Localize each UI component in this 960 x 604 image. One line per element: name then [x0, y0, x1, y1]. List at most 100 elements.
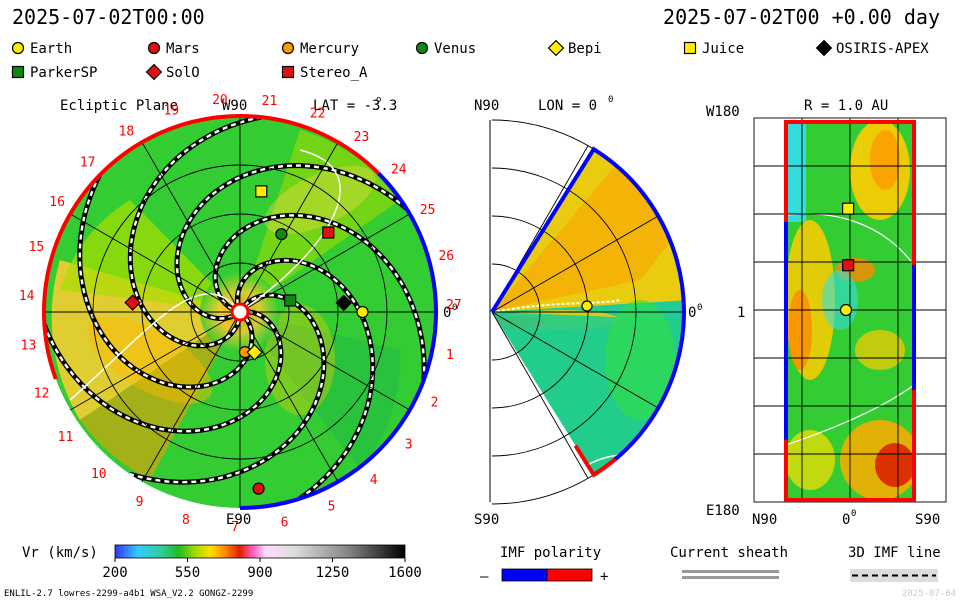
- ecliptic-lat-degree: o: [376, 95, 381, 105]
- cr-label: 20: [212, 93, 228, 108]
- timestamp: 2025-07-02T00:00: [12, 5, 205, 29]
- cr-label: 3: [405, 438, 413, 453]
- sphere-x-mid: 0: [842, 512, 850, 528]
- cr-label: 13: [21, 338, 37, 353]
- cr-label: 5: [328, 499, 336, 514]
- legend-marker-stereo-a: [281, 65, 295, 79]
- imf-positive-swatch: [546, 568, 593, 582]
- cr-label: 6: [281, 515, 289, 530]
- legend-marker-juice: [683, 41, 697, 55]
- sphere-marker-juice: [842, 202, 855, 215]
- ecliptic-marker-mars: [252, 482, 265, 495]
- body-legend: Earth Mars Mercury Venus Bepi Juice OSIRIS-APE…: [11, 39, 929, 81]
- imf-polarity-minus: –: [480, 569, 489, 585]
- ecliptic-lat-label: LAT = -3.3: [313, 98, 397, 114]
- meridional-lon-label: LON = 0: [538, 98, 597, 114]
- imf-line-key: 3D IMF line: [848, 545, 941, 582]
- legend-marker-venus: [415, 41, 429, 55]
- cr-label: 10: [91, 467, 107, 482]
- ecliptic-title: Ecliptic Plane: [60, 98, 178, 114]
- model-time: 2025-07-02T00 +0.00 day: [663, 5, 940, 29]
- ecliptic-top-label: W90: [222, 98, 247, 114]
- colorbar-label: Vr (km/s): [22, 545, 98, 561]
- sphere-mid-left: 1: [737, 305, 745, 321]
- sphere-marker-earth: [839, 303, 853, 317]
- sphere-x-right: S90: [915, 512, 940, 528]
- sphere-x-mid-degree: 0: [851, 509, 856, 519]
- sphere-title: R = 1.0 AU: [804, 98, 888, 114]
- cr-label: 27: [446, 298, 462, 313]
- cr-label: 25: [420, 203, 436, 218]
- cr-label: 18: [119, 125, 135, 140]
- colorbar-tick: 1600: [388, 565, 422, 581]
- cr-label: 24: [391, 163, 407, 178]
- imf-polarity-plus: +: [600, 569, 608, 585]
- cr-label: 4: [370, 473, 378, 488]
- footer-right: 2025-07-04: [902, 589, 956, 599]
- ecliptic-marker-juice: [255, 185, 268, 198]
- cr-label: 11: [58, 430, 74, 445]
- cr-label: 12: [34, 386, 50, 401]
- footer-left: ENLIL-2.7 lowres-2299-a4b1 WSA_V2.2 GONG…: [4, 589, 253, 599]
- meridional-top-label: N90: [474, 98, 499, 114]
- sphere-bottom-left: E180: [706, 503, 740, 519]
- current-sheath-label: Current sheath: [670, 545, 788, 561]
- cr-label: 17: [80, 156, 96, 171]
- sphere-x-left: N90: [752, 512, 777, 528]
- imf-negative-swatch: [501, 568, 548, 582]
- legend-label-stereo-a: Stereo_A: [300, 65, 368, 81]
- colorbar-tick: 900: [247, 565, 272, 581]
- ecliptic-panel: Ecliptic Plane W90 LAT = -3.3 o 12345678…: [19, 93, 462, 535]
- legend-label-osiris-apex: OSIRIS-APEX: [836, 41, 929, 57]
- ecliptic-marker-osiris-apex: [335, 294, 353, 312]
- sphere-panel: R = 1.0 AU W180 E180 1 N90 0 0 S90: [706, 98, 947, 528]
- legend-marker-earth: [11, 41, 25, 55]
- ecliptic-right-degree: 0: [452, 303, 457, 313]
- cr-label: 22: [310, 107, 326, 122]
- legend-label-parkersp: ParkerSP: [30, 65, 97, 81]
- imf-line-label: 3D IMF line: [848, 545, 941, 561]
- colorbar-tick: 1250: [316, 565, 350, 581]
- cr-label: 15: [29, 240, 45, 255]
- meridional-right-degree: 0: [697, 303, 702, 313]
- cr-label: 19: [163, 103, 179, 118]
- meridional-earth-marker: [581, 300, 593, 312]
- cr-label: 26: [438, 249, 454, 264]
- colorbar-tick: 200: [102, 565, 127, 581]
- legend-marker-parkersp: [11, 65, 25, 79]
- sphere-top-left: W180: [706, 104, 740, 120]
- sun-marker: [230, 302, 250, 322]
- imf-polarity-key: IMF polarity – +: [480, 545, 608, 585]
- legend-label-bepi: Bepi: [568, 41, 602, 57]
- meridional-right-label: 0: [688, 305, 696, 321]
- ecliptic-marker-stereo-a: [322, 226, 335, 239]
- cr-label: 16: [49, 195, 65, 210]
- cr-label: 14: [19, 289, 35, 304]
- meridional-bottom-label: S90: [474, 512, 499, 528]
- current-sheath-key: Current sheath: [670, 545, 788, 579]
- cr-label: 8: [182, 513, 190, 528]
- ecliptic-marker-earth: [356, 305, 369, 319]
- cr-label: 1: [446, 348, 454, 363]
- ecliptic-right-label: 0: [443, 305, 451, 321]
- legend-label-mars: Mars: [166, 41, 200, 57]
- legend-marker-bepi: [547, 39, 565, 57]
- cr-label: 21: [262, 94, 278, 109]
- legend-label-venus: Venus: [434, 41, 476, 57]
- cr-label: 9: [136, 495, 144, 510]
- imf-polarity-label: IMF polarity: [500, 545, 601, 561]
- ecliptic-bottom-label: E90: [226, 512, 251, 528]
- legend-label-juice: Juice: [702, 41, 744, 57]
- ecliptic-marker-parkersp: [284, 294, 297, 307]
- legend-marker-mars: [147, 41, 161, 55]
- ecliptic-marker-venus: [275, 228, 288, 241]
- legend-marker-mercury: [281, 41, 295, 55]
- legend-marker-solo: [145, 63, 163, 81]
- legend-label-earth: Earth: [30, 41, 72, 57]
- colorbar: Vr (km/s) 200 550 900 1250 1600: [22, 544, 422, 581]
- colorbar-tick: 550: [175, 565, 200, 581]
- cr-label: 2: [431, 395, 439, 410]
- ecliptic-marker-bepi: [246, 344, 263, 361]
- legend-label-solo: SolO: [166, 65, 200, 81]
